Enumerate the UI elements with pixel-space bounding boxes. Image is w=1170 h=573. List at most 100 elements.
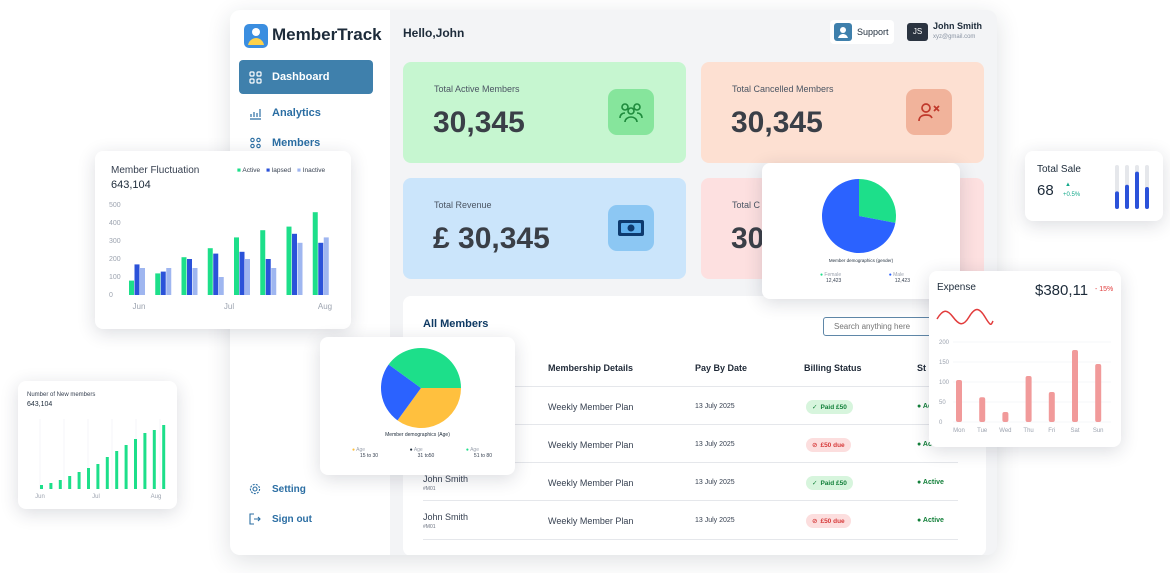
bar <box>286 226 292 295</box>
legend-item: ● Age 31 to50 <box>409 447 435 459</box>
bar <box>187 259 192 295</box>
divider <box>423 386 958 387</box>
pie-slice <box>388 348 461 388</box>
x-tick-label: Sun <box>1093 428 1104 434</box>
expense-trend-line <box>936 308 994 325</box>
age-demographics-card: Member demographics (Age) ● Age 15 to 30 … <box>320 337 515 475</box>
pie-slice <box>381 364 421 421</box>
column-header[interactable]: Billing Status <box>804 363 862 373</box>
bar <box>129 280 134 295</box>
status-badge: ✓ Paid £50 <box>806 476 853 490</box>
column-header[interactable]: St <box>917 363 926 373</box>
bar <box>245 259 250 295</box>
gender-pie-chart <box>822 179 896 253</box>
bar <box>143 433 147 489</box>
y-tick-label: 50 <box>939 400 946 406</box>
legend-item: ■ Inactive <box>297 167 326 174</box>
pie-slice <box>397 388 461 428</box>
support-label: Support <box>857 27 889 37</box>
gear-icon <box>249 483 262 496</box>
bar <box>49 483 53 489</box>
legend-item: ■ lapsed <box>266 167 291 174</box>
date-cell: 13 July 2025 <box>695 479 735 486</box>
card-value: 643,104 <box>27 401 53 408</box>
bar <box>271 268 277 295</box>
support-icon <box>834 23 852 41</box>
bar <box>68 476 72 489</box>
bar <box>260 230 266 295</box>
bar <box>58 480 62 489</box>
x-tick-label: Sat <box>1070 428 1079 434</box>
member-fluctuation-card: Member Fluctuation 643,104 ■ Active ■ la… <box>95 151 351 329</box>
bar <box>1135 171 1139 209</box>
clock-icon: ⊘ <box>812 518 818 525</box>
bar <box>166 268 172 295</box>
column-header[interactable]: Membership Details <box>548 363 634 373</box>
y-tick-label: 0 <box>939 420 943 426</box>
member-name: John Smith <box>423 474 469 484</box>
fluctuation-chart: 0 100 200 300 400 500 Jun Jul Aug <box>109 202 332 311</box>
search-input[interactable] <box>823 317 943 336</box>
card-title: Expense <box>937 282 976 293</box>
y-tick-label: 150 <box>939 360 950 366</box>
column-header[interactable]: Pay By Date <box>695 363 748 373</box>
x-tick-label: Aug <box>151 494 162 500</box>
legend-item: ● Age 51 to 80 <box>465 447 492 459</box>
bar <box>192 268 198 295</box>
user-email: xyz@gmail.com <box>933 34 976 40</box>
x-tick-label: Mon <box>953 428 965 434</box>
user-x-icon <box>906 89 952 135</box>
sidebar-item-members[interactable]: Members <box>239 126 373 160</box>
group-icon <box>608 89 654 135</box>
legend-item: ● Female 12,423 <box>820 272 842 284</box>
gender-demographics-card: Member demographics (gender) ● Female 12,… <box>762 163 960 299</box>
bar <box>1145 187 1149 209</box>
plan-cell: Weekly Member Plan <box>548 402 634 412</box>
expense-chart: 0 50 100 150 200 Mon Tue Wed Thu Fri Sat Sun <box>939 340 1111 434</box>
bar <box>312 212 318 295</box>
x-tick-label: Thu <box>1023 428 1033 434</box>
stat-label: Total Revenue <box>434 200 492 210</box>
chart-legend: ● Female 12,423 ● Male 12,423 <box>820 272 910 284</box>
y-tick-label: 500 <box>109 202 121 209</box>
sidebar-item-sign-out[interactable]: Sign out <box>239 508 373 530</box>
bar <box>1095 364 1102 422</box>
bar <box>239 251 245 295</box>
bar <box>218 277 224 295</box>
sidebar-item-label: Sign out <box>272 513 312 525</box>
bar <box>1115 191 1119 209</box>
date-cell: 13 July 2025 <box>695 441 735 448</box>
user-name: John Smith <box>933 21 982 31</box>
y-tick-label: 100 <box>939 380 950 386</box>
stat-card-revenue: Total Revenue £ 30,345 <box>403 178 686 279</box>
sidebar-item-analytics[interactable]: Analytics <box>239 96 373 130</box>
sidebar-item-dashboard[interactable]: Dashboard <box>239 60 373 94</box>
divider <box>423 500 958 501</box>
bar <box>1025 376 1032 422</box>
bar <box>181 257 187 295</box>
bar <box>87 468 90 489</box>
x-tick-label: Jul <box>92 494 100 500</box>
divider <box>423 539 958 540</box>
x-tick-label: Aug <box>318 302 332 311</box>
bar <box>40 485 43 489</box>
bar <box>979 397 986 422</box>
member-status: ● Active <box>917 479 944 486</box>
member-name: John Smith <box>423 512 469 522</box>
bar <box>292 233 297 295</box>
bar <box>1072 350 1078 422</box>
status-badge: ⊘ £50 due <box>806 438 851 452</box>
clock-icon: ⊘ <box>812 442 818 449</box>
card-title: Member Fluctuation <box>111 165 200 176</box>
bar <box>234 237 239 295</box>
date-cell: 13 July 2025 <box>695 403 735 410</box>
sidebar-item-setting[interactable]: Setting <box>239 478 373 500</box>
stat-value: 30,345 <box>731 106 823 139</box>
age-pie-chart <box>381 348 461 428</box>
card-value: 68 <box>1037 182 1054 199</box>
avatar[interactable]: JS <box>907 23 928 41</box>
check-icon: ✓ <box>812 404 818 411</box>
support-button[interactable]: Support <box>830 20 894 44</box>
bar <box>1002 412 1009 422</box>
status-badge: ⊘ £50 due <box>806 514 851 528</box>
